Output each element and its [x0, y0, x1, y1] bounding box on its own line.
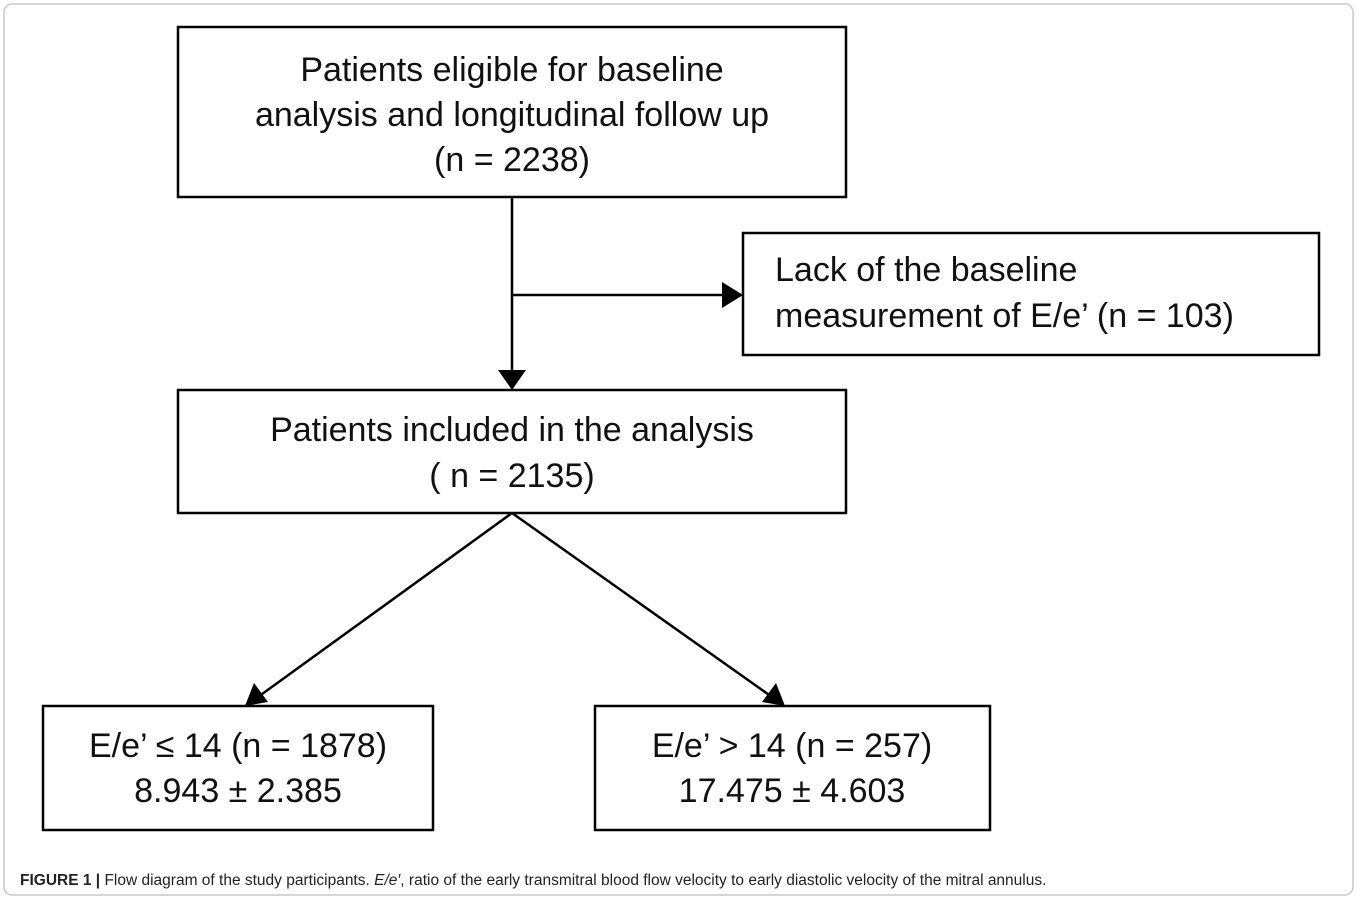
node-text: (n = 2238) — [434, 141, 590, 179]
node-box — [41, 704, 435, 832]
arrow-line — [511, 511, 773, 699]
node-text: Lack of the baseline — [775, 251, 1077, 289]
node-text: Patients eligible for baseline — [300, 51, 723, 89]
node-text: 17.475 ± 4.603 — [679, 772, 906, 810]
caption-label: FIGURE 1 | — [20, 872, 101, 889]
arrow-line — [257, 511, 513, 699]
arrowhead — [245, 683, 268, 706]
arrowhead — [722, 282, 743, 308]
node-text: E/e’ ≤ 14 (n = 1878) — [89, 727, 387, 765]
figure-caption: FIGURE 1 | Flow diagram of the study par… — [20, 872, 1046, 890]
node-box — [176, 388, 848, 515]
node-text: ( n = 2135) — [429, 457, 594, 495]
caption-text: Flow diagram of the study participants. — [104, 872, 370, 889]
node-box — [176, 25, 848, 199]
node-box — [741, 231, 1321, 357]
figure-frame — [3, 3, 1354, 896]
node-box — [593, 704, 992, 832]
node-text: analysis and longitudinal follow up — [255, 96, 769, 134]
arrowhead — [498, 370, 526, 390]
arrowhead — [762, 683, 785, 706]
node-text: Patients included in the analysis — [270, 411, 754, 449]
caption-term: E/e′ — [374, 872, 401, 889]
connectors — [245, 197, 785, 706]
node-text: E/e’ > 14 (n = 257) — [652, 727, 932, 765]
node-text: 8.943 ± 2.385 — [134, 772, 342, 810]
node-text: measurement of E/e’ (n = 103) — [775, 297, 1234, 335]
caption-definition: , ratio of the early transmitral blood f… — [400, 872, 1047, 889]
